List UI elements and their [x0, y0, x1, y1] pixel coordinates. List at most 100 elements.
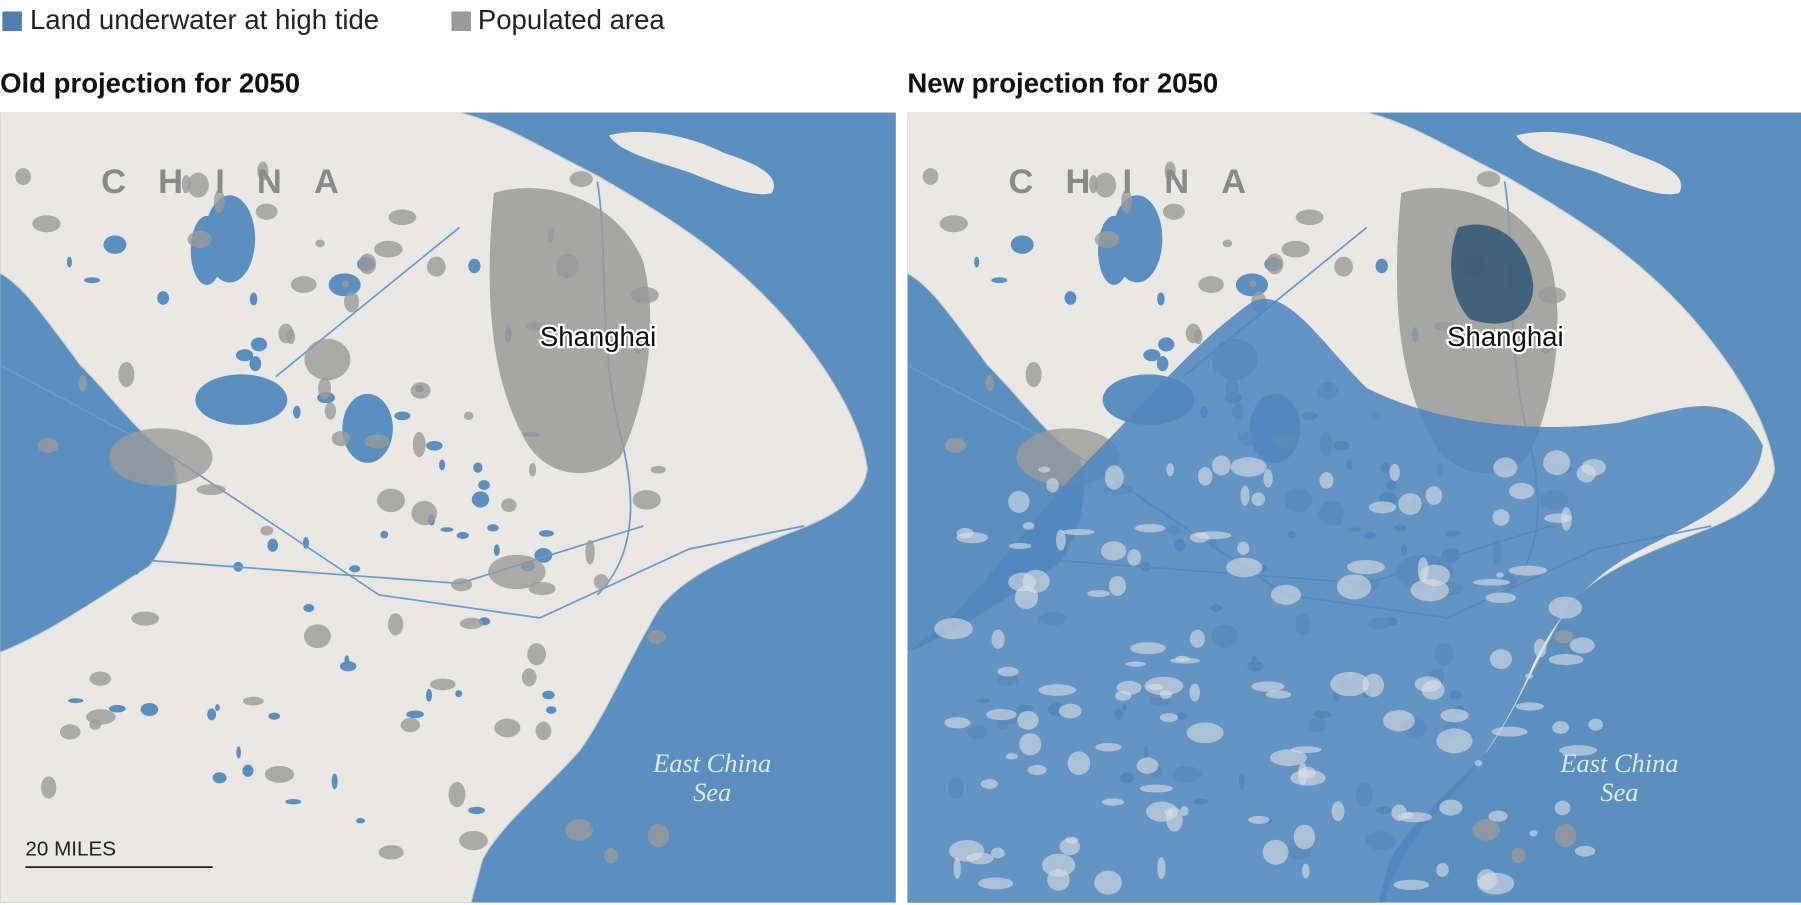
populated-area: [37, 437, 59, 453]
populated-area: [430, 678, 456, 691]
dry-patch: [1263, 469, 1273, 488]
city-label: Shanghai: [540, 321, 656, 352]
dry-patch: [1559, 745, 1598, 756]
water-spot: [1375, 258, 1388, 274]
populated-area: [1511, 847, 1526, 864]
populated-area: [89, 671, 111, 686]
water-spot: [66, 256, 72, 268]
populated-area: [344, 291, 360, 313]
dry-patch: [934, 618, 973, 640]
dry-patch: [1515, 702, 1544, 711]
dry-patch: [1393, 879, 1430, 890]
dry-patch: [1508, 565, 1548, 576]
dry-patch: [1127, 549, 1142, 566]
water-spot: [394, 411, 411, 421]
dry-patch: [1240, 485, 1250, 506]
dry-patch: [1331, 801, 1345, 822]
sea-label: Sea: [1600, 777, 1638, 807]
dry-patch: [1100, 541, 1127, 561]
populated-area: [358, 253, 377, 275]
populated-area: [1121, 189, 1133, 213]
dry-patch: [1046, 477, 1059, 493]
dry-patch: [1421, 680, 1445, 700]
populated-area: [604, 847, 619, 864]
populated-area: [278, 323, 294, 344]
populated-area: [525, 322, 549, 331]
dry-patch: [1588, 718, 1604, 731]
dry-patch: [1248, 815, 1270, 824]
dry-patch: [1139, 784, 1173, 793]
populated-area: [341, 280, 350, 288]
dry-patch: [1436, 728, 1473, 754]
dry-patch: [1008, 542, 1032, 550]
populated-area: [1162, 203, 1185, 220]
dry-patch: [1189, 532, 1210, 543]
dry-patch: [1042, 853, 1076, 877]
water-spot: [303, 604, 315, 613]
dry-patch: [1180, 806, 1189, 817]
populated-area: [459, 617, 484, 630]
dry-patch: [1175, 655, 1190, 662]
populated-area: [1094, 230, 1120, 248]
water-spot: [1156, 356, 1169, 372]
legend-swatch: [451, 11, 471, 32]
populated-area: [489, 187, 651, 474]
dry-patch: [1548, 654, 1584, 666]
populated-area: [1281, 240, 1310, 258]
populated-area: [535, 721, 552, 741]
populated-area: [1295, 209, 1324, 226]
water-spot: [471, 491, 490, 508]
populated-area: [939, 215, 968, 233]
dry-patch: [1095, 743, 1122, 752]
populated-area: [255, 203, 278, 220]
water-spot: [478, 479, 490, 490]
water-spot: [285, 799, 302, 805]
water-spot: [1143, 349, 1161, 362]
dry-patch: [1493, 457, 1518, 478]
water-spot: [84, 277, 101, 284]
map-title: New projection for 2050: [907, 67, 1218, 98]
flooded-city: [1451, 224, 1534, 324]
dry-patch: [1067, 751, 1091, 776]
populated-area: [922, 168, 939, 186]
water-spot: [140, 702, 159, 716]
populated-area: [109, 428, 213, 486]
island: [608, 131, 774, 195]
dry-patch: [1496, 572, 1504, 578]
dry-patch: [1489, 649, 1512, 670]
water-spot: [439, 459, 446, 471]
populated-area: [331, 430, 351, 447]
water-spot: [242, 764, 254, 777]
dry-patch: [1440, 708, 1469, 723]
water-spot: [157, 291, 170, 305]
populated-area: [426, 256, 446, 277]
dry-patch: [1492, 509, 1510, 526]
populated-area: [650, 465, 666, 474]
dry-patch: [1197, 467, 1213, 486]
dry-patch: [1062, 528, 1095, 536]
populated-area: [565, 819, 593, 841]
water-spot: [467, 806, 485, 815]
water-spot: [971, 504, 981, 510]
dry-patch: [985, 708, 1017, 721]
populated-area: [632, 490, 661, 510]
populated-area: [569, 171, 593, 188]
sea-label: Sea: [693, 777, 731, 807]
dry-patch: [1270, 584, 1301, 605]
legend-label: Populated area: [478, 4, 666, 35]
populated-area: [260, 525, 274, 536]
dry-patch: [1038, 684, 1077, 696]
dry-patch: [1047, 869, 1070, 891]
water-spot: [236, 746, 241, 759]
populated-area: [527, 643, 547, 666]
populated-area: [1555, 823, 1577, 848]
water-spot: [456, 531, 469, 539]
populated-area: [411, 500, 438, 526]
water-spot: [455, 690, 463, 698]
populated-area: [315, 239, 325, 248]
dry-patch: [1476, 869, 1497, 890]
populated-area: [187, 172, 209, 198]
